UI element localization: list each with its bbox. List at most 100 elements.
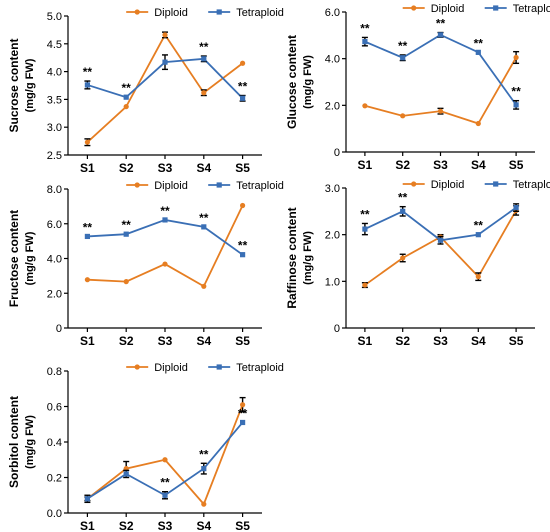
- chart-panel-4: 0 1.0 2.0 3.0 S1 S2 S3 S4 S5 Raffinose content (mg…: [285, 179, 550, 348]
- x-tick-label: S5: [235, 334, 250, 348]
- x-tick-label: S4: [471, 158, 486, 172]
- legend-marker-diploid: [411, 5, 417, 11]
- data-point: [84, 139, 90, 145]
- legend: Diploid Tetraploid: [126, 362, 284, 374]
- data-point: [84, 82, 90, 88]
- chart-panel-5: 0.0 0.2 0.4 0.6 0.8 S1 S2 S3 S4 S5 Sorbitol conten…: [7, 362, 284, 532]
- data-point: [201, 56, 207, 62]
- x-tick-label: S2: [119, 334, 134, 348]
- legend-label-diploid: Diploid: [154, 180, 188, 192]
- legend-label-tetraploid: Tetraploid: [236, 7, 284, 19]
- significance-marker: **: [436, 17, 446, 31]
- x-tick-label: S1: [80, 161, 95, 175]
- data-point: [201, 283, 207, 289]
- y-axis-unit: (mg/g FW): [302, 55, 314, 109]
- data-point: [475, 232, 481, 238]
- chart-panel-1: 2.5 3.0 3.5 4.0 4.5 5.0 S1 S2 S3 S4 S5 Sucrose cont…: [7, 7, 284, 175]
- legend: Diploid Tetraploid: [402, 179, 550, 191]
- data-point: [123, 471, 129, 477]
- y-tick-label: 3.0: [47, 122, 62, 134]
- significance-marker: **: [122, 218, 132, 232]
- y-tick-label: 4.5: [47, 39, 62, 51]
- data-point: [362, 282, 368, 288]
- y-axis-title: Sucrose content: [7, 38, 21, 132]
- data-point: [400, 55, 406, 61]
- legend-label-diploid: Diploid: [154, 362, 188, 374]
- x-tick-label: S5: [235, 161, 250, 175]
- series-diploid: [84, 396, 246, 507]
- data-point: [123, 279, 129, 285]
- y-tick-label: 2.0: [325, 100, 340, 112]
- y-tick-label: 2.5: [47, 150, 62, 162]
- series-diploid: [361, 205, 520, 289]
- significance-marker: **: [238, 406, 248, 420]
- legend-marker-tetraploid: [216, 364, 222, 370]
- data-point: [162, 32, 168, 38]
- legend-marker-tetraploid: [493, 181, 499, 187]
- series-tetraploid: [84, 54, 246, 102]
- series-diploid: [84, 31, 246, 147]
- data-point: [362, 226, 368, 232]
- y-tick-label: 4.0: [325, 54, 340, 66]
- data-point: [240, 60, 246, 66]
- y-tick-label: 2.0: [325, 230, 340, 242]
- significance-marker: **: [360, 207, 370, 221]
- series-line: [364, 33, 517, 106]
- series-diploid: [362, 50, 520, 127]
- x-tick-label: S3: [158, 161, 173, 175]
- data-point: [475, 274, 481, 280]
- data-point: [240, 252, 246, 258]
- significance-marker: **: [474, 219, 484, 233]
- x-tick-label: S1: [80, 519, 95, 532]
- legend-label-tetraploid: Tetraploid: [513, 179, 550, 191]
- data-point: [240, 402, 246, 408]
- data-point: [362, 103, 368, 109]
- data-point: [201, 501, 207, 507]
- x-tick-label: S3: [433, 334, 448, 348]
- x-tick-label: S2: [395, 334, 410, 348]
- x-tick-label: S1: [358, 158, 373, 172]
- data-point: [162, 261, 168, 267]
- significance-marker: **: [122, 81, 132, 95]
- legend-marker-tetraploid: [216, 182, 222, 188]
- chart-panel-3: 0 2.0 4.0 6.0 8.0 S1 S2 S3 S4 S5 Fructose content(…: [7, 180, 284, 348]
- y-tick-label: 1.0: [325, 276, 340, 288]
- significance-marker: **: [238, 239, 248, 253]
- y-axis-title: Fructose content: [7, 210, 21, 307]
- x-tick-label: S5: [509, 334, 524, 348]
- legend-label-tetraploid: Tetraploid: [236, 180, 284, 192]
- data-point: [513, 205, 519, 211]
- data-point: [84, 233, 90, 240]
- x-tick-label: S1: [358, 334, 373, 348]
- series-line: [87, 218, 244, 256]
- y-tick-label: 4.0: [47, 254, 62, 266]
- y-tick-label: 0.4: [47, 437, 62, 449]
- y-axis-unit: (mg/g FW): [24, 415, 36, 469]
- data-point: [513, 54, 519, 61]
- y-axis-unit: (mg/g FW): [24, 58, 36, 112]
- data-point: [513, 102, 519, 108]
- x-tick-label: S4: [471, 334, 486, 348]
- x-tick-label: S4: [196, 519, 211, 532]
- data-point: [123, 94, 129, 100]
- x-tick-label: S2: [119, 519, 134, 532]
- legend: Diploid Tetraploid: [402, 3, 550, 15]
- legend-label-diploid: Diploid: [154, 7, 188, 19]
- significance-marker: **: [511, 85, 521, 99]
- series-line: [364, 209, 517, 286]
- y-tick-label: 5.0: [47, 11, 62, 23]
- x-tick-label: S5: [509, 158, 524, 172]
- y-axis-title: Glucose content: [285, 35, 299, 129]
- data-point: [240, 95, 246, 101]
- legend-marker-diploid: [134, 9, 140, 15]
- x-tick-label: S3: [158, 334, 173, 348]
- significance-marker: **: [360, 21, 370, 35]
- data-point: [400, 113, 406, 119]
- legend-marker-tetraploid: [216, 9, 222, 15]
- legend-marker-tetraploid: [493, 5, 499, 11]
- y-tick-label: 0.6: [47, 402, 62, 414]
- data-point: [437, 32, 444, 38]
- data-point: [123, 104, 129, 110]
- data-point: [400, 255, 406, 261]
- y-tick-label: 0: [56, 323, 62, 335]
